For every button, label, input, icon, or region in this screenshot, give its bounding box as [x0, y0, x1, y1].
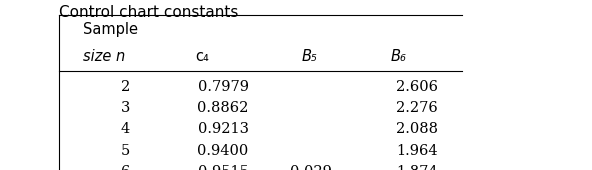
Text: 0.029: 0.029: [289, 165, 332, 170]
Text: 2: 2: [121, 80, 130, 94]
Text: 2.276: 2.276: [396, 101, 438, 115]
Text: 1.964: 1.964: [397, 144, 438, 158]
Text: 0.9515: 0.9515: [198, 165, 249, 170]
Text: Control chart constants: Control chart constants: [59, 5, 239, 20]
Text: 0.7979: 0.7979: [198, 80, 249, 94]
Text: 1.874: 1.874: [397, 165, 438, 170]
Text: B₅: B₅: [302, 49, 318, 64]
Text: 2.088: 2.088: [396, 122, 438, 136]
Text: Sample: Sample: [83, 22, 138, 37]
Text: 6: 6: [121, 165, 130, 170]
Text: 0.9400: 0.9400: [197, 144, 249, 158]
Text: 0.9213: 0.9213: [198, 122, 249, 136]
Text: 3: 3: [121, 101, 130, 115]
Text: c₄: c₄: [195, 49, 209, 64]
Text: 2.606: 2.606: [396, 80, 438, 94]
Text: 0.8862: 0.8862: [197, 101, 249, 115]
Text: 4: 4: [121, 122, 130, 136]
Text: size n: size n: [83, 49, 125, 64]
Text: B₆: B₆: [391, 49, 407, 64]
Text: 5: 5: [121, 144, 130, 158]
